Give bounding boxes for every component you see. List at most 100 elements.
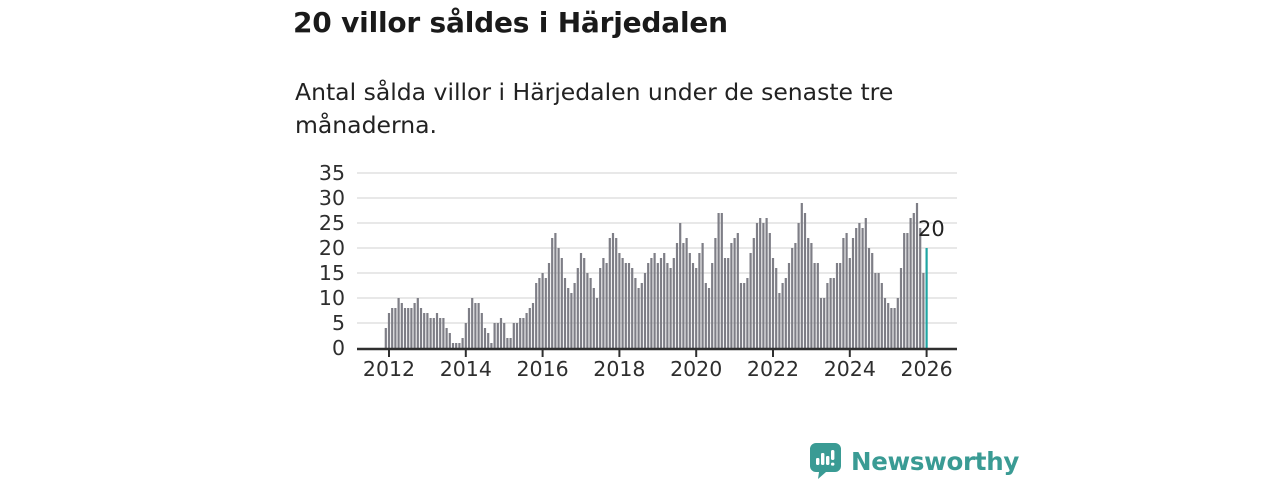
- bar: [432, 318, 435, 348]
- y-tick-label: 30: [318, 186, 345, 210]
- x-tick-label: 2018: [593, 357, 646, 381]
- bar: [464, 323, 467, 348]
- bar: [893, 308, 896, 348]
- bar: [890, 308, 893, 348]
- bar: [602, 258, 605, 348]
- bar: [832, 278, 835, 348]
- bar: [695, 268, 698, 348]
- x-tick-label: 2012: [362, 357, 416, 381]
- bar: [765, 218, 768, 348]
- bar: [608, 238, 611, 348]
- bar: [775, 268, 778, 348]
- bar: [816, 263, 819, 348]
- bar: [768, 233, 771, 348]
- bar: [922, 273, 925, 348]
- bar: [419, 308, 423, 348]
- bar: [400, 303, 403, 348]
- bar: [538, 278, 541, 348]
- bar: [496, 323, 499, 348]
- last-value-annotation: 20: [918, 217, 945, 241]
- bar: [647, 263, 650, 348]
- bar: [861, 228, 864, 348]
- brand-name: Newsworthy: [851, 446, 1020, 476]
- bar: [541, 273, 544, 348]
- bar: [579, 253, 583, 348]
- x-tick-label: 2020: [670, 357, 723, 381]
- bar: [842, 238, 845, 348]
- bar: [621, 258, 624, 348]
- bar: [387, 313, 391, 348]
- bar: [535, 283, 538, 348]
- bar: [611, 233, 615, 348]
- bar: [919, 228, 922, 348]
- bar: [733, 238, 736, 348]
- bar: [554, 233, 557, 348]
- bar: [477, 303, 480, 348]
- bar: [803, 213, 807, 348]
- bar: [445, 328, 448, 348]
- bar: [723, 258, 727, 348]
- bar: [544, 278, 547, 348]
- bar: [864, 218, 867, 348]
- bar: [394, 308, 397, 348]
- bar: [759, 218, 762, 348]
- bar: [778, 293, 781, 348]
- bar: [656, 263, 659, 348]
- bar: [701, 243, 704, 348]
- x-tick-label: 2026: [900, 357, 953, 381]
- bar: [714, 238, 717, 348]
- bar: [483, 328, 487, 348]
- bar: [871, 253, 874, 348]
- y-tick-label: 0: [331, 336, 345, 360]
- bar: [522, 318, 525, 348]
- bar: [743, 283, 746, 348]
- bar: [531, 303, 535, 348]
- bar: [413, 303, 416, 348]
- y-tick-label: 25: [318, 211, 345, 235]
- bar: [563, 278, 567, 348]
- bar: [570, 293, 573, 348]
- bar: [586, 273, 589, 348]
- bar: [707, 288, 711, 348]
- bar: [848, 258, 851, 348]
- bar: [557, 248, 560, 348]
- bar: [791, 248, 794, 348]
- bar: [883, 298, 887, 348]
- bar: [618, 253, 621, 348]
- bar: [903, 233, 906, 348]
- bar: [634, 278, 637, 348]
- y-tick-label: 35: [318, 161, 345, 185]
- bar: [851, 238, 855, 348]
- bar: [429, 318, 432, 348]
- bar: [749, 253, 752, 348]
- bar: [736, 233, 739, 348]
- bar: [797, 223, 800, 348]
- bar-chart-speech-bubble-icon: [810, 443, 841, 479]
- bar: [506, 338, 509, 348]
- bar: [435, 313, 439, 348]
- bar: [397, 298, 400, 348]
- bar: [474, 303, 477, 348]
- y-tick-label: 5: [331, 311, 345, 335]
- bar: [509, 338, 512, 348]
- bar: [675, 243, 679, 348]
- bar: [384, 328, 387, 348]
- bar: [480, 313, 483, 348]
- bar: [835, 263, 839, 348]
- bar: [794, 243, 797, 348]
- y-tick-label: 10: [318, 286, 345, 310]
- bar: [813, 263, 816, 348]
- bar: [560, 258, 563, 348]
- bar: [915, 203, 919, 348]
- bar: [807, 238, 810, 348]
- bar: [455, 343, 458, 348]
- bar: [659, 258, 663, 348]
- x-tick-label: 2016: [516, 357, 569, 381]
- bar: [487, 333, 490, 348]
- bar: [423, 313, 426, 348]
- bar: [528, 308, 531, 348]
- bar: [688, 253, 691, 348]
- bar: [448, 333, 451, 348]
- bar: [467, 308, 471, 348]
- bar: [583, 258, 586, 348]
